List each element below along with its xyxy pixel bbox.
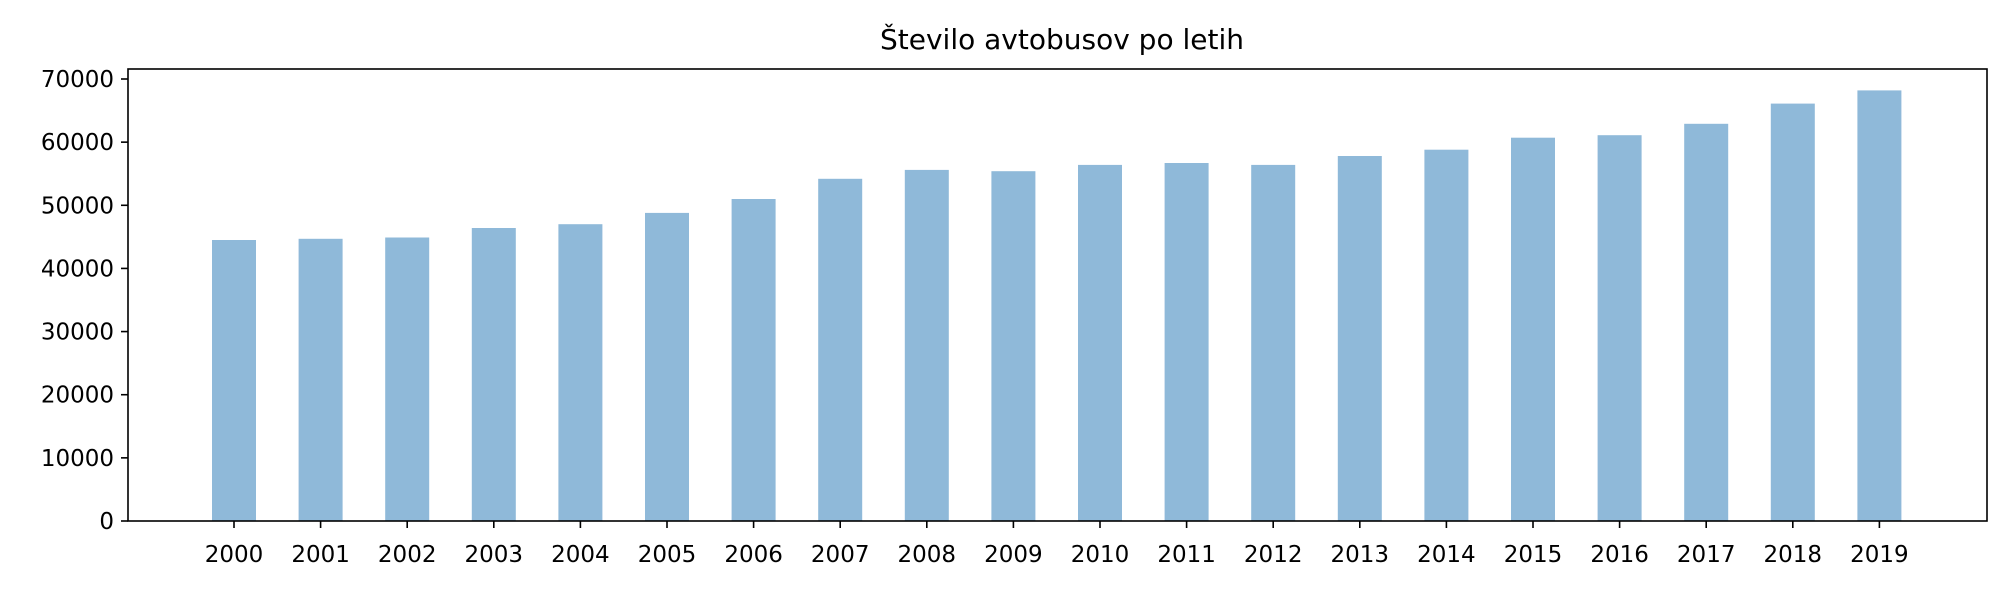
y-axis: 0 10000 20000 30000 40000 50000 60000 70000	[41, 67, 128, 535]
x-tick-label: 2006	[724, 542, 783, 568]
bar-2013	[1337, 156, 1382, 521]
bar-2019	[1857, 90, 1902, 522]
bar-2005	[645, 212, 689, 521]
y-tick-label: 0	[99, 509, 114, 535]
bar-2006	[731, 199, 776, 521]
bar-2010	[1078, 164, 1122, 521]
y-tick-label: 60000	[41, 130, 114, 156]
x-tick-label: 2000	[205, 542, 264, 568]
bar-2000	[212, 240, 256, 521]
bar-2011	[1164, 163, 1209, 521]
y-tick-label: 70000	[41, 67, 114, 93]
x-tick-label: 2011	[1157, 542, 1216, 568]
bar-2009	[991, 171, 1036, 521]
x-tick-label: 2015	[1504, 542, 1563, 568]
x-tick-label: 2010	[1071, 542, 1130, 568]
x-axis: 2000 2001 2002 2003 2004 2005 2006 2007 2008 2009…	[205, 521, 1909, 568]
y-tick-label: 40000	[41, 256, 114, 282]
x-tick-label: 2013	[1331, 542, 1390, 568]
bar-2018	[1770, 103, 1815, 521]
bar-2004	[558, 224, 603, 521]
bar-2016	[1597, 135, 1642, 521]
bar-2001	[298, 238, 343, 522]
bar-2014	[1424, 149, 1469, 521]
bar-2008	[904, 169, 949, 521]
x-tick-label: 2004	[551, 542, 610, 568]
x-tick-label: 2007	[811, 542, 870, 568]
y-tick-label: 10000	[41, 446, 114, 472]
chart-title: Število avtobusov po letih	[880, 22, 1244, 56]
x-tick-label: 2016	[1590, 542, 1649, 568]
bar-2017	[1684, 123, 1729, 522]
bar-2015	[1511, 137, 1555, 521]
bars-group	[212, 90, 1902, 522]
y-tick-label: 20000	[41, 383, 114, 409]
plot-frame	[127, 68, 1988, 522]
bar-2012	[1251, 164, 1296, 521]
y-tick-label: 30000	[41, 320, 114, 346]
x-tick-label: 2002	[378, 542, 437, 568]
bar-2003	[471, 228, 516, 521]
x-tick-label: 2019	[1850, 542, 1909, 568]
bar-2007	[818, 178, 863, 522]
y-tick-label: 50000	[41, 193, 114, 219]
x-tick-label: 2008	[898, 542, 957, 568]
x-tick-label: 2005	[638, 542, 697, 568]
x-tick-label: 2009	[984, 542, 1043, 568]
x-tick-label: 2001	[291, 542, 350, 568]
x-tick-label: 2012	[1244, 542, 1303, 568]
x-tick-label: 2017	[1677, 542, 1736, 568]
x-tick-label: 2018	[1764, 542, 1823, 568]
bar-2002	[385, 237, 430, 521]
x-tick-label: 2003	[465, 542, 524, 568]
x-tick-label: 2014	[1417, 542, 1476, 568]
